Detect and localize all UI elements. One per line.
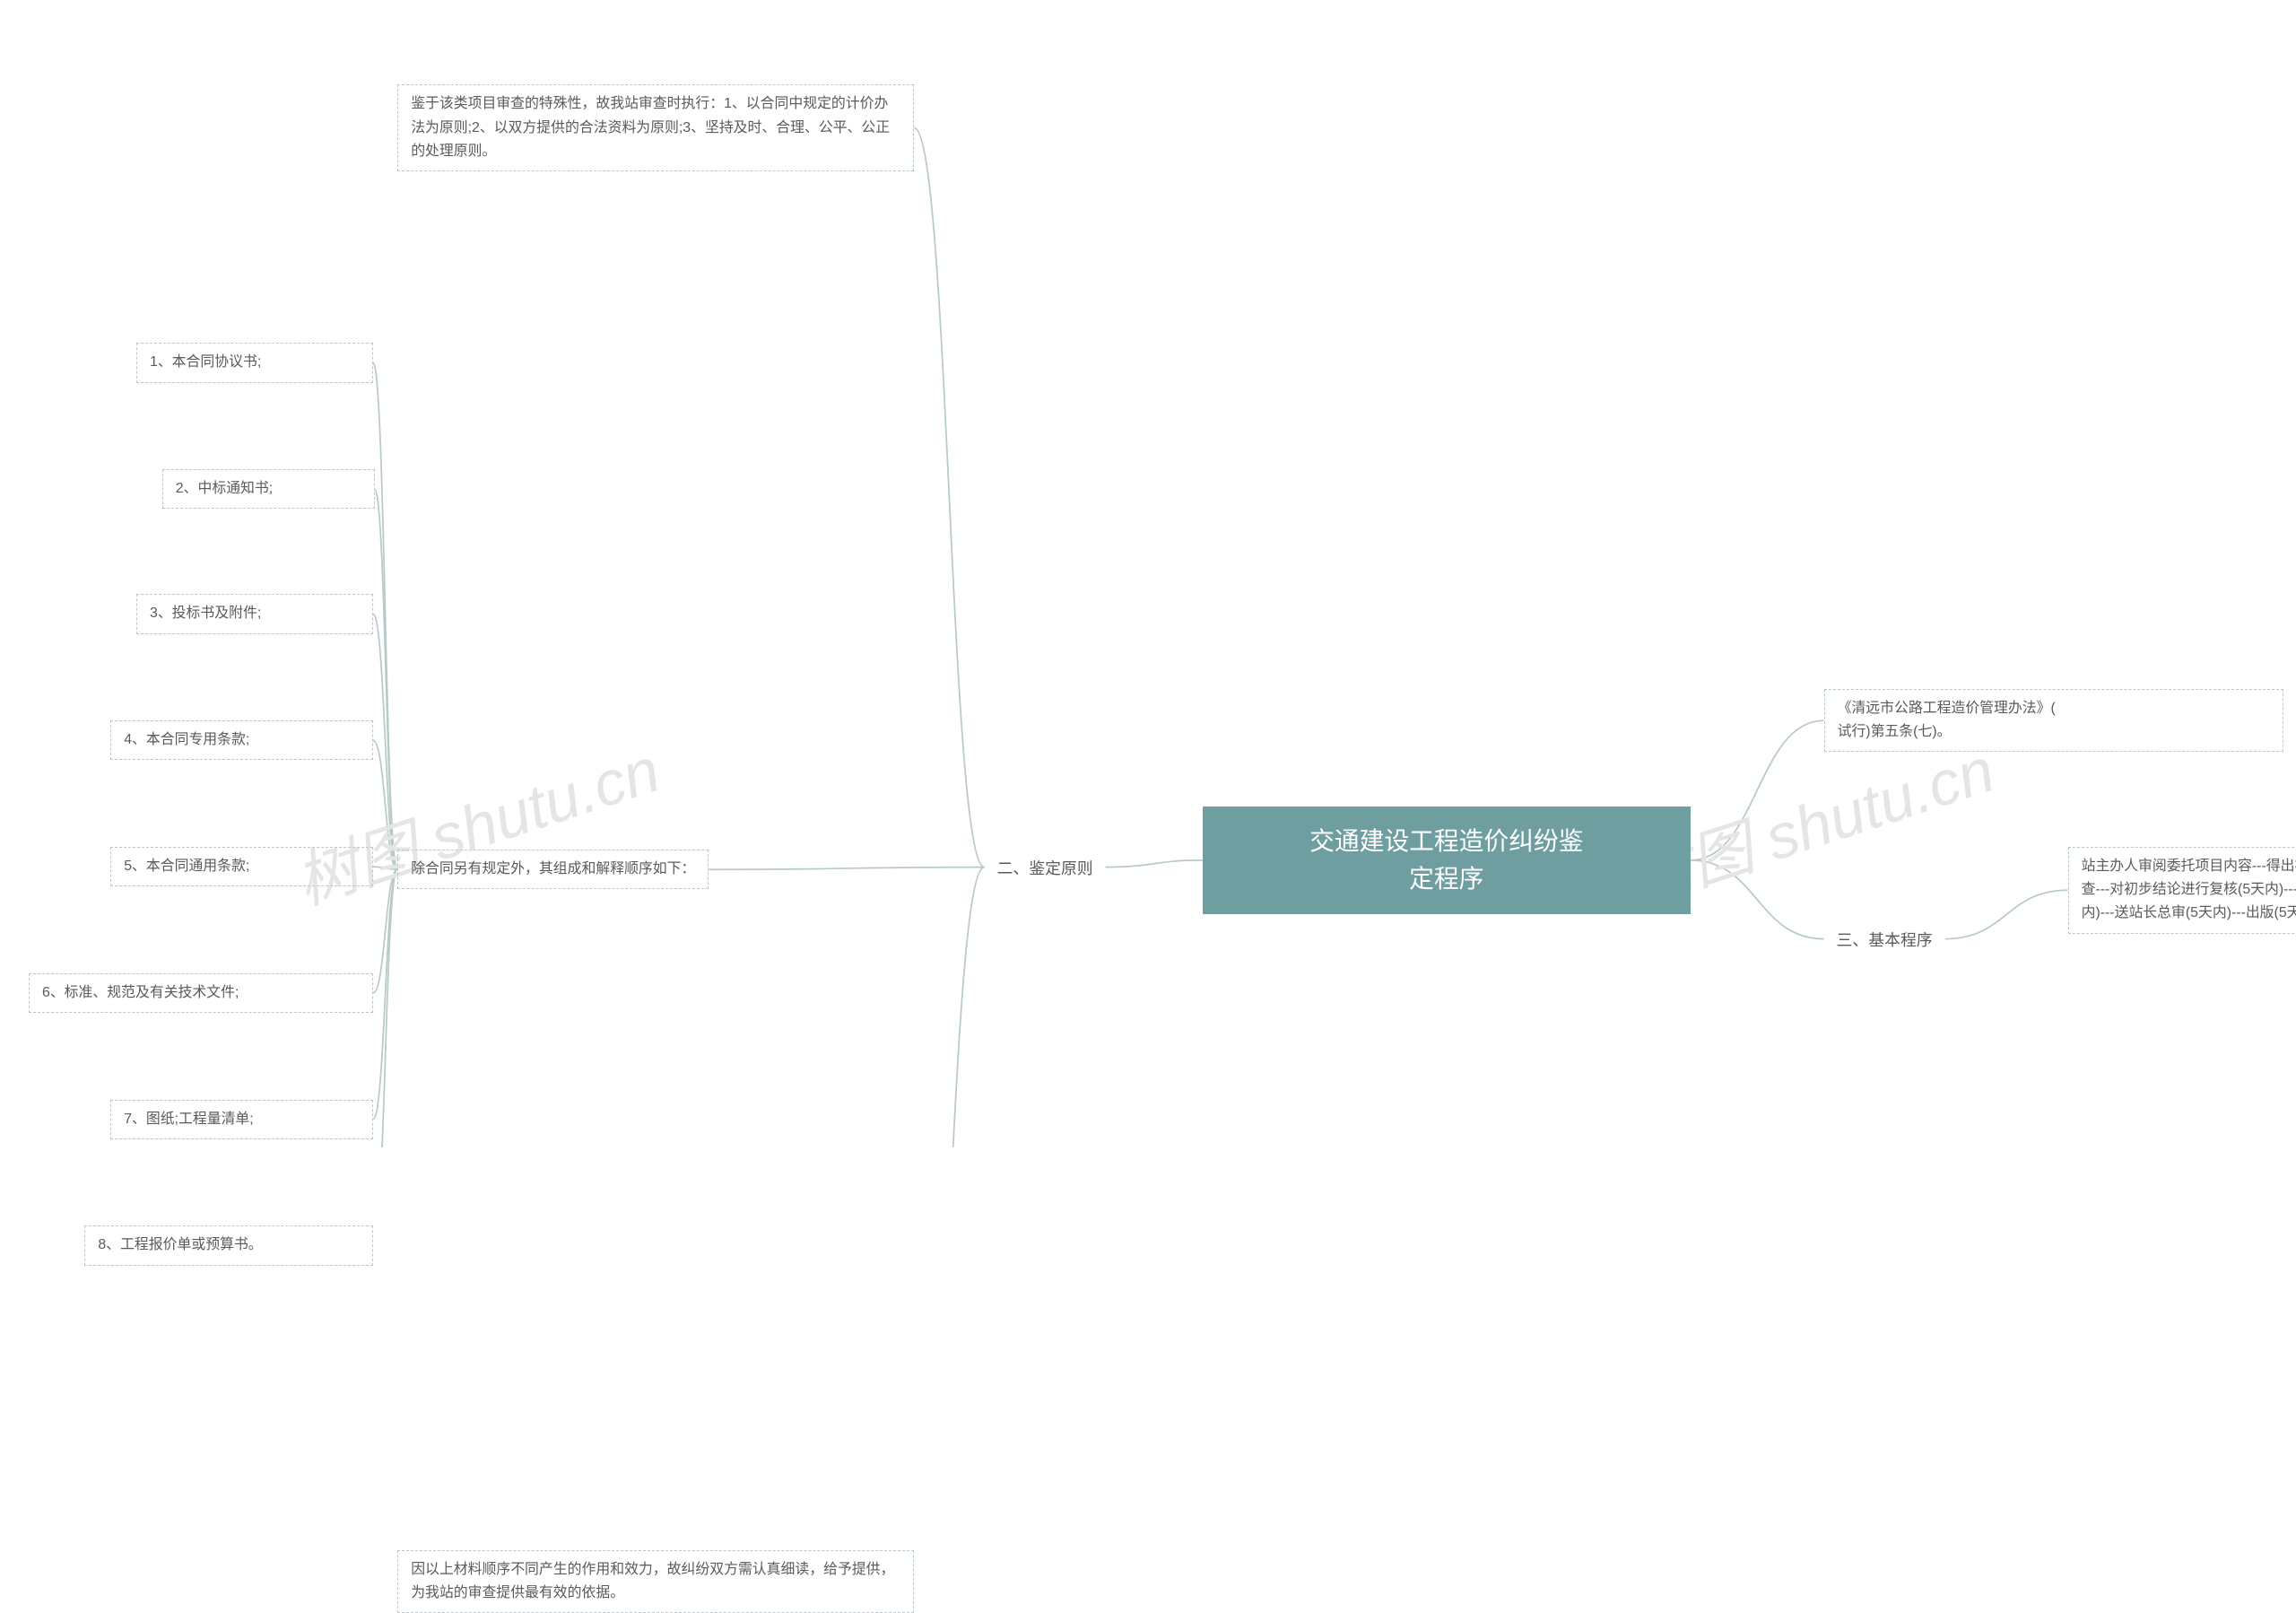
procedure-detail: 站主办人审阅委托项目内容---得出初步结论报告(10 天内)---送站技术负责人…: [2068, 847, 2296, 934]
root-line2: 定程序: [1228, 860, 1665, 898]
order-item-2: 2、中标通知书;: [162, 469, 375, 509]
note-node: 因以上材料顺序不同产生的作用和效力，故纠纷双方需认真细读，给予提供，为我站的审查…: [397, 1550, 914, 1613]
order-item-7: 7、图纸;工程量清单;: [110, 1100, 373, 1139]
order-item-5: 5、本合同通用条款;: [110, 847, 373, 886]
root-line1: 交通建设工程造价纠纷鉴: [1228, 823, 1665, 860]
left-branch-label: 二、鉴定原则: [985, 849, 1106, 886]
order-label-node: 除合同另有规定外，其组成和解释顺序如下：: [397, 850, 709, 889]
order-item-3: 3、投标书及附件;: [136, 594, 373, 633]
regulation-node: 《清远市公路工程造价管理办法》( 试行)第五条(七)。: [1824, 689, 2283, 752]
order-item-6: 6、标准、规范及有关技术文件;: [29, 973, 373, 1013]
root-node: 交通建设工程造价纠纷鉴 定程序: [1203, 806, 1691, 913]
order-item-8: 8、工程报价单或预算书。: [84, 1225, 373, 1265]
order-item-1: 1、本合同协议书;: [136, 343, 373, 382]
procedure-label: 三、基本程序: [1824, 920, 1945, 958]
order-item-4: 4、本合同专用条款;: [110, 720, 373, 760]
principle-node: 鉴于该类项目审查的特殊性，故我站审查时执行：1、以合同中规定的计价办法为原则;2…: [397, 84, 914, 171]
